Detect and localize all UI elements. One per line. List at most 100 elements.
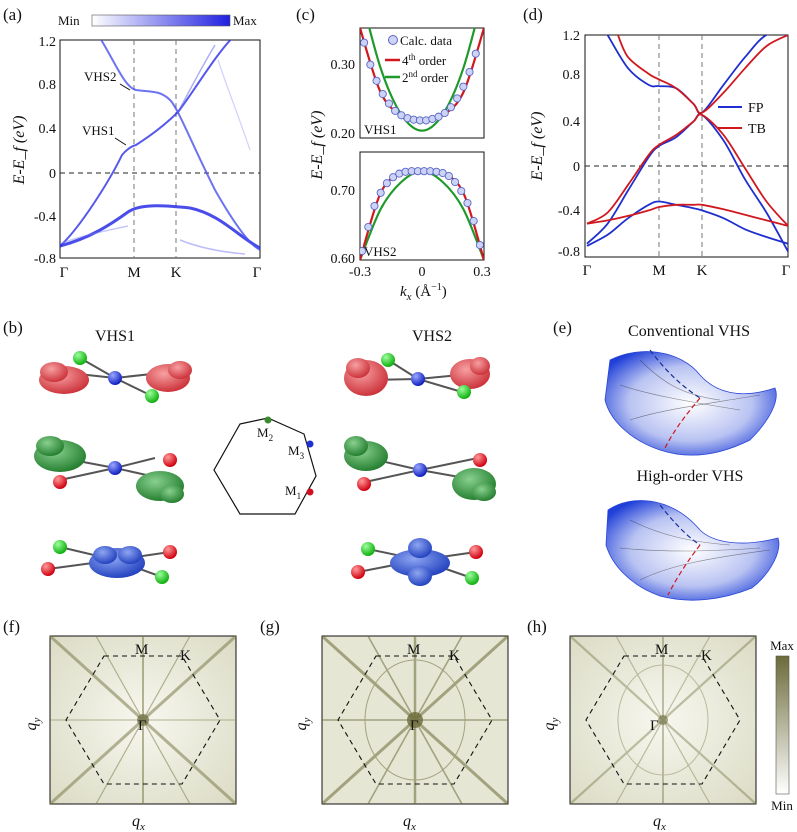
ytick: -0.4 xyxy=(34,210,56,225)
orbital-vhs1-row3 xyxy=(41,540,177,584)
colorbar-olive xyxy=(775,655,790,795)
panel-c-label: (c) xyxy=(296,5,315,24)
calc-data-point xyxy=(446,103,455,112)
qmap-g-qx: qx xyxy=(403,813,416,832)
c-bottom-series xyxy=(360,167,484,260)
qmap-f-qx: qx xyxy=(132,813,145,832)
calc-data-point xyxy=(370,201,379,211)
panel-g: (g) M K Γ qx qy xyxy=(260,617,510,832)
bz-dashed-g xyxy=(337,655,493,785)
qmap-f-k: K xyxy=(180,648,191,664)
calc-data-point xyxy=(469,216,478,226)
calc-data-point xyxy=(459,82,468,91)
panel-f: (f) M K Γ qx qy xyxy=(3,617,238,832)
xtick: -0.3 xyxy=(349,265,371,280)
ytick: 0 xyxy=(49,167,56,182)
calc-data-point xyxy=(360,38,369,47)
colorbar-olive-max: Max xyxy=(770,638,794,653)
xtick: K xyxy=(171,265,182,281)
bz-label-m1: M1 xyxy=(285,483,301,501)
panel-e: (e) Conventional VHS High-order VHS xyxy=(553,318,780,601)
calc-data-point xyxy=(366,60,375,69)
band-tb-1 xyxy=(586,203,788,227)
qmap-h-gamma: Γ xyxy=(650,718,659,734)
colorbar-a xyxy=(91,14,231,27)
legend-4th-label: 4th order xyxy=(402,52,447,68)
annotation-vhs2-a: VHS2 xyxy=(84,69,117,84)
bands-a xyxy=(60,40,260,258)
legend-c: Calc. data 4th order 2nd order xyxy=(385,33,452,85)
xticks-d: Γ M K Γ xyxy=(583,263,791,279)
qmap-f-m: M xyxy=(135,642,148,658)
qmap-g-k: K xyxy=(449,648,460,664)
legend-d: FP TB xyxy=(718,101,766,137)
ytick: 1.2 xyxy=(39,35,57,50)
ytick: 0.60 xyxy=(331,252,356,267)
calc-data-point xyxy=(451,177,460,187)
calc-data-point xyxy=(444,171,453,181)
orbital-vhs2-row2 xyxy=(344,436,496,501)
qmap-g-qy: qy xyxy=(293,717,313,730)
title-vhs1: VHS1 xyxy=(95,328,135,345)
colorbar-olive-min: Min xyxy=(771,798,793,813)
calc-data-point xyxy=(372,76,381,85)
bz-point-m2 xyxy=(264,416,272,424)
bz-label-m2: M2 xyxy=(257,425,273,443)
orbital-vhs2-row3 xyxy=(351,538,483,586)
ytick: 1.2 xyxy=(563,29,581,44)
ytick: 0.8 xyxy=(39,78,57,93)
bz-point-m3 xyxy=(306,440,314,448)
panel-a-label: (a) xyxy=(3,5,22,24)
calc-data-point xyxy=(382,179,391,188)
ytick: -0.4 xyxy=(558,204,580,219)
legend-calc-marker xyxy=(388,35,398,45)
qmap-f-gamma: Γ xyxy=(138,718,147,734)
qmap-h-k: K xyxy=(701,648,712,664)
qmap-g-gamma: Γ xyxy=(410,718,419,734)
xtick: M xyxy=(127,265,140,281)
band-tb-3 xyxy=(617,35,788,114)
orbital-vhs1-row2 xyxy=(34,436,184,503)
plot-area-a xyxy=(59,39,261,259)
panel-b-label: (b) xyxy=(3,318,23,337)
ytick: -0.8 xyxy=(558,245,580,260)
xtick: M xyxy=(652,263,665,279)
panel-g-label: (g) xyxy=(260,617,280,636)
calc-data-point xyxy=(453,94,462,103)
panel-d: (d) FP TB 1.2 0.8 0.4 0 -0.4 -0.8 Γ M K … xyxy=(523,5,791,279)
annotation-vhs1-a: VHS1 xyxy=(82,123,115,138)
band-tb-2 xyxy=(586,113,788,227)
panel-c: (c) Calc. data 4th order 2nd order VHS1 … xyxy=(296,5,491,303)
ytick: -0.8 xyxy=(34,252,56,267)
qmap-g-m: M xyxy=(407,642,420,658)
xtick: Γ xyxy=(253,265,262,281)
qmap-f-qy: qy xyxy=(23,717,43,730)
calc-data-point xyxy=(391,106,400,115)
calc-data-point xyxy=(475,240,484,250)
orbital-vhs2-row1 xyxy=(344,353,490,399)
calc-data-point xyxy=(457,186,466,196)
fit-2nd-order-line xyxy=(368,28,476,132)
panel-h-label: (h) xyxy=(527,617,547,636)
plot-area-d xyxy=(584,34,789,258)
title-conventional-vhs: Conventional VHS xyxy=(628,323,750,340)
calc-data-point xyxy=(389,173,398,182)
bz-label-m3: M3 xyxy=(288,443,305,461)
bz-point-m1 xyxy=(306,488,314,496)
yticks-d: 1.2 0.8 0.4 0 -0.4 -0.8 xyxy=(558,29,580,260)
calc-data-point xyxy=(384,99,393,108)
legend-tb-label: TB xyxy=(748,122,766,137)
calc-data-point xyxy=(434,112,443,121)
xtick: Γ xyxy=(583,263,592,279)
calc-data-point xyxy=(463,198,472,208)
xlabel-c: kx (Å−1) xyxy=(400,282,447,303)
title-vhs2: VHS2 xyxy=(412,328,452,345)
xtick: Γ xyxy=(60,265,69,281)
ylabel-a: E-E_f (eV) xyxy=(11,116,28,186)
d-series xyxy=(586,35,788,252)
calc-data-point xyxy=(465,67,474,77)
bz-hexagon: M2 M3 M1 xyxy=(213,416,317,515)
panel-f-label: (f) xyxy=(3,617,20,636)
xtick: 0.3 xyxy=(473,265,491,280)
